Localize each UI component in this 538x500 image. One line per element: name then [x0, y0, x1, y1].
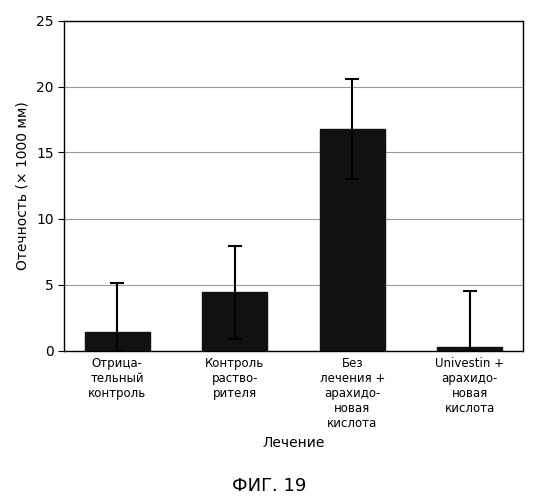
Bar	[320, 128, 385, 350]
Bar	[202, 292, 267, 350]
X-axis label: Лечение: Лечение	[263, 436, 324, 450]
Y-axis label: Отечность (× 1000 мм): Отечность (× 1000 мм)	[15, 101, 29, 270]
Bar	[437, 346, 502, 350]
Text: ФИГ. 19: ФИГ. 19	[232, 477, 306, 495]
Bar	[85, 332, 150, 350]
